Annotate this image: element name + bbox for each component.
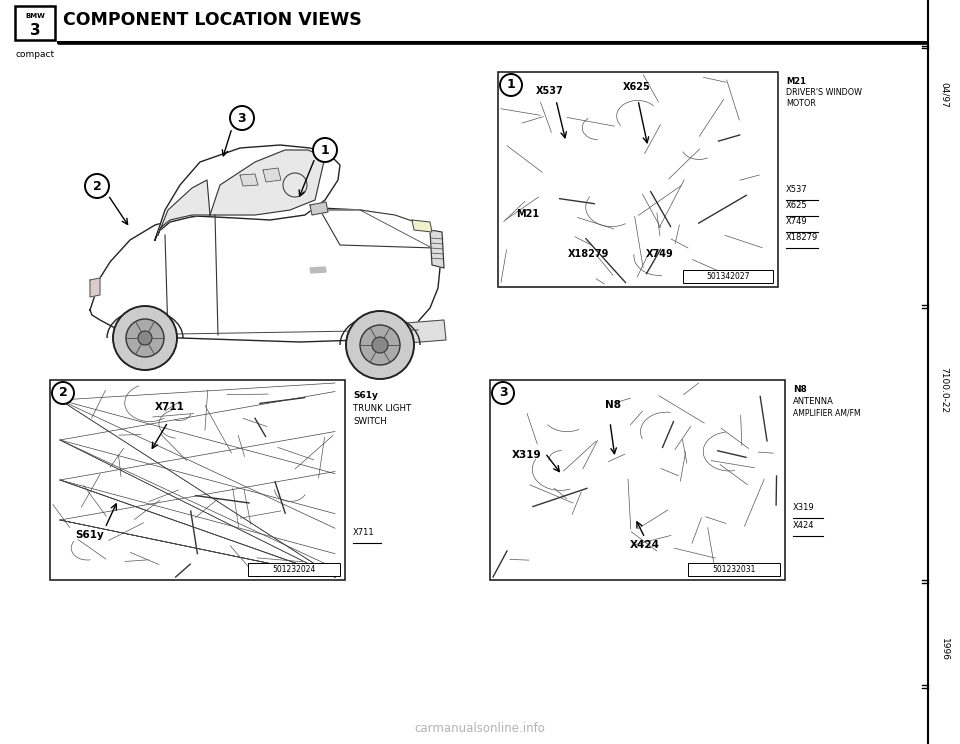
Text: 501232024: 501232024 (273, 565, 316, 574)
Polygon shape (380, 320, 446, 345)
Text: X749: X749 (646, 249, 674, 259)
Text: 3: 3 (30, 23, 40, 38)
Circle shape (500, 74, 522, 96)
Text: X424: X424 (793, 521, 814, 530)
Circle shape (360, 325, 400, 365)
Polygon shape (90, 208, 440, 342)
Text: X537: X537 (786, 185, 807, 194)
Text: SWITCH: SWITCH (353, 417, 387, 426)
Bar (248, 563, 340, 576)
Text: X18279: X18279 (786, 233, 818, 242)
Polygon shape (210, 150, 325, 215)
Polygon shape (310, 267, 326, 273)
Text: BMW: BMW (25, 13, 45, 19)
Text: X537: X537 (536, 86, 564, 96)
Text: X319: X319 (793, 503, 815, 512)
Text: M21: M21 (516, 209, 540, 219)
Polygon shape (320, 210, 435, 248)
Text: 04/97: 04/97 (940, 82, 948, 108)
Text: 2: 2 (92, 179, 102, 193)
Text: X424: X424 (630, 540, 660, 550)
Polygon shape (158, 180, 210, 235)
Circle shape (113, 306, 177, 370)
Circle shape (85, 174, 109, 198)
Circle shape (346, 311, 414, 379)
Text: COMPONENT LOCATION VIEWS: COMPONENT LOCATION VIEWS (63, 11, 362, 29)
Bar (50, 380, 345, 580)
Polygon shape (263, 168, 281, 182)
Text: S61y: S61y (353, 391, 378, 400)
Circle shape (230, 106, 254, 130)
Text: X625: X625 (623, 82, 651, 92)
Text: compact: compact (15, 50, 54, 59)
Text: 501232031: 501232031 (712, 565, 756, 574)
Text: 1: 1 (507, 79, 516, 92)
Circle shape (126, 319, 164, 357)
Circle shape (372, 337, 388, 353)
Text: 1996: 1996 (940, 638, 948, 661)
Text: X711: X711 (353, 528, 374, 537)
Text: 2: 2 (59, 386, 67, 400)
Bar (15, 6, 55, 40)
Bar (498, 72, 778, 287)
Text: X711: X711 (155, 402, 185, 412)
Text: S61y: S61y (75, 530, 104, 540)
Bar (490, 380, 785, 580)
Polygon shape (90, 278, 100, 297)
Text: TRUNK LIGHT: TRUNK LIGHT (353, 404, 411, 413)
Text: X18279: X18279 (568, 249, 610, 259)
Text: X319: X319 (512, 450, 541, 460)
Text: carmanualsonline.info: carmanualsonline.info (415, 722, 545, 734)
Text: 3: 3 (498, 386, 507, 400)
Text: 7100.0-22: 7100.0-22 (940, 367, 948, 413)
Text: X749: X749 (786, 217, 807, 226)
Bar (683, 270, 773, 283)
Polygon shape (412, 220, 432, 232)
Text: 3: 3 (238, 112, 247, 124)
Polygon shape (240, 174, 258, 186)
Text: MOTOR: MOTOR (786, 99, 816, 108)
Text: N8: N8 (793, 385, 806, 394)
Circle shape (52, 382, 74, 404)
Text: 501342027: 501342027 (707, 272, 750, 281)
Text: M21: M21 (786, 77, 806, 86)
Circle shape (492, 382, 514, 404)
Circle shape (313, 138, 337, 162)
Text: N8: N8 (605, 400, 621, 410)
Text: AMPLIFIER AM/FM: AMPLIFIER AM/FM (793, 408, 860, 417)
Polygon shape (430, 230, 444, 268)
Text: DRIVER'S WINDOW: DRIVER'S WINDOW (786, 88, 862, 97)
Text: 1: 1 (321, 144, 329, 156)
Bar (688, 563, 780, 576)
Circle shape (138, 331, 152, 345)
Polygon shape (310, 202, 328, 215)
Polygon shape (155, 145, 340, 240)
Text: X625: X625 (786, 201, 807, 210)
Text: ANTENNA: ANTENNA (793, 397, 834, 406)
